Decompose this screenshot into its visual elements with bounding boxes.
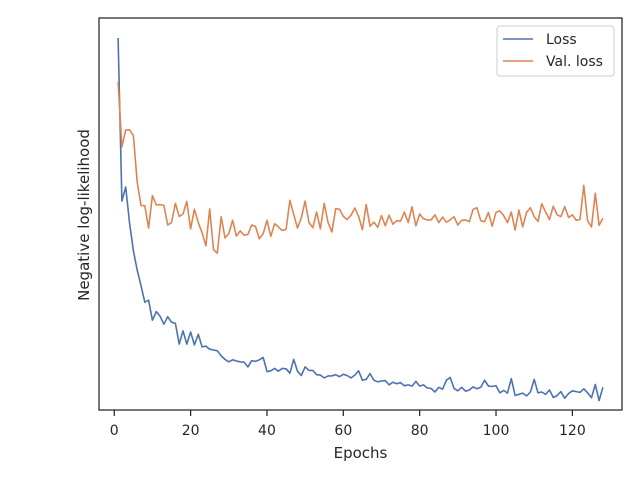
- x-tick-label-100: 100: [483, 423, 510, 439]
- series-layer: [117, 37, 604, 402]
- plot-background: [99, 18, 622, 410]
- series-line-loss: [117, 37, 604, 402]
- x-axis-label: Epochs: [334, 444, 388, 462]
- y-axis-label: Negative log-likelihood: [75, 129, 93, 301]
- plot-area: [98, 17, 623, 411]
- x-tick-label-20: 20: [182, 423, 200, 439]
- series-line-val-loss: [117, 81, 604, 254]
- x-tick-label-80: 80: [411, 423, 429, 439]
- plot-frame: [98, 17, 623, 411]
- x-tick-label-40: 40: [258, 423, 276, 439]
- x-axis: 0 20 40 60 80 100 120: [110, 410, 586, 439]
- x-tick-label-120: 120: [559, 423, 586, 439]
- x-tick-label-60: 60: [334, 423, 352, 439]
- legend-label-loss: Loss: [546, 32, 577, 48]
- legend: Loss Val. loss: [496, 25, 615, 77]
- legend-label-val-loss: Val. loss: [546, 54, 603, 70]
- x-tick-label-0: 0: [110, 423, 119, 439]
